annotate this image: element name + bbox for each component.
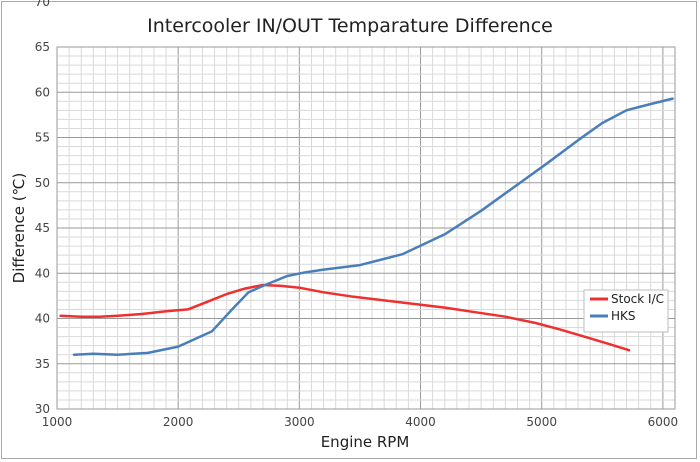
y-tick-labels: 30 35 40 40 45 50 55 60 65 70 [35,0,50,416]
data-point-stock-ic [504,315,507,318]
data-point-hks [601,122,604,125]
data-point-hks [146,351,149,354]
legend-box [583,289,669,333]
data-point-hks [211,330,214,333]
x-tick-label: 6000 [648,415,679,429]
data-point-hks [546,161,549,164]
data-point-hks [480,209,483,212]
data-point-stock-ic [280,284,283,287]
data-point-hks [649,103,652,106]
legend: Stock I/C HKS [583,289,669,333]
data-point-hks [72,353,75,356]
data-point-stock-ic [534,322,537,325]
data-point-stock-ic [80,315,83,318]
series-lines [59,97,674,356]
data-point-stock-ic [98,315,101,318]
data-point-stock-ic [116,314,119,317]
data-point-stock-ic [413,303,416,306]
legend-label-stock: Stock I/C [611,292,664,306]
series-line-hks [72,97,674,356]
data-point-stock-ic [474,311,477,314]
data-point-stock-ic [186,308,189,311]
data-point-stock-ic [243,287,246,290]
x-tick-label: 2000 [163,415,194,429]
data-point-hks [116,353,119,356]
x-tick-labels: 1000 2000 3000 4000 5000 6000 [42,415,678,429]
y-tick-label: 40 [35,266,50,280]
data-point-hks [177,345,180,348]
data-point-hks [304,271,307,274]
y-tick-label: 70 [35,0,50,9]
data-point-hks [322,268,325,271]
x-tick-label: 5000 [526,415,557,429]
data-point-stock-ic [207,300,210,303]
data-point-stock-ic [558,328,561,331]
chart-title: Intercooler IN/OUT Temparature Differenc… [147,15,553,37]
x-tick-label: 1000 [42,415,73,429]
data-point-stock-ic [225,293,228,296]
data-point-stock-ic [583,335,586,338]
y-tick-label: 55 [35,131,50,145]
data-point-stock-ic [59,314,62,317]
data-point-hks [247,291,250,294]
x-tick-label: 3000 [284,415,315,429]
y-tick-label: 35 [35,357,50,371]
data-point-hks [358,264,361,267]
data-point-stock-ic [322,291,325,294]
data-point-stock-ic [298,286,301,289]
data-point-hks [229,310,232,313]
series-line-stock-ic [59,283,631,352]
grid [56,46,676,410]
x-tick-label: 4000 [405,415,436,429]
y-tick-label: 60 [35,85,50,99]
data-point-hks [671,97,674,100]
data-point-hks [262,284,264,287]
data-point-hks [286,274,289,277]
data-point-stock-ic [443,306,446,309]
data-point-hks [443,233,446,236]
data-point-hks [625,109,628,112]
plot-area-border [56,46,676,410]
legend-label-hks: HKS [611,309,636,323]
data-point-hks [516,183,519,186]
data-point-hks [92,352,95,355]
data-point-stock-ic [140,312,143,315]
y-tick-label: 40 [35,312,50,326]
y-tick-label: 50 [35,176,50,190]
data-point-stock-ic [607,342,610,345]
x-axis-title: Engine RPM [321,433,410,451]
data-point-hks [401,253,404,256]
data-point-hks [577,139,580,142]
y-tick-label: 65 [35,40,50,54]
y-axis-title: Difference (℃) [10,173,28,284]
data-point-stock-ic [352,295,355,298]
data-point-hks [195,337,198,340]
y-tick-label: 45 [35,221,50,235]
data-point-stock-ic [165,310,168,313]
data-point-stock-ic [383,299,386,302]
y-tick-label: 30 [35,402,50,416]
data-point-stock-ic [627,349,630,352]
